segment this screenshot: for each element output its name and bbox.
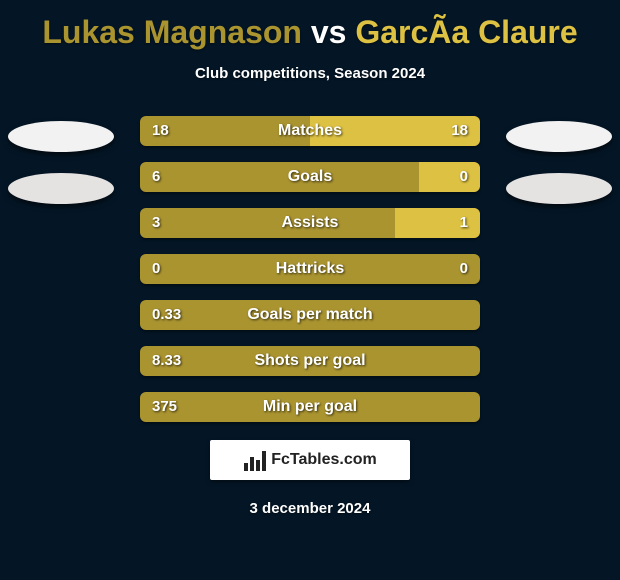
stat-label: Matches <box>140 116 480 146</box>
stat-value-right: 0 <box>460 254 468 284</box>
stat-label: Min per goal <box>140 392 480 422</box>
bars-icon <box>243 449 267 471</box>
subtitle: Club competitions, Season 2024 <box>0 65 620 82</box>
stat-value-right: 0 <box>460 162 468 192</box>
fctables-badge[interactable]: FcTables.com <box>210 440 410 480</box>
stat-value-right: 1 <box>460 208 468 238</box>
stat-label: Hattricks <box>140 254 480 284</box>
stat-label: Goals per match <box>140 300 480 330</box>
generated-date: 3 december 2024 <box>0 500 620 517</box>
stat-row: 3Assists1 <box>0 208 620 238</box>
stat-value-right: 18 <box>451 116 468 146</box>
stat-row: 0Hattricks0 <box>0 254 620 284</box>
player-left-name: Lukas Magnason <box>42 14 302 50</box>
stat-label: Goals <box>140 162 480 192</box>
stat-row: 375Min per goal <box>0 392 620 422</box>
stat-label: Assists <box>140 208 480 238</box>
comparison-title: Lukas Magnason vs GarcÃ­a Claure <box>0 0 620 51</box>
stat-label: Shots per goal <box>140 346 480 376</box>
vs-text: vs <box>311 14 347 50</box>
stat-row: 0.33Goals per match <box>0 300 620 330</box>
fctables-text: FcTables.com <box>271 451 377 469</box>
stat-row: 6Goals0 <box>0 162 620 192</box>
player-right-name: GarcÃ­a Claure <box>355 14 577 50</box>
stat-row: 18Matches18 <box>0 116 620 146</box>
stats-container: 18Matches186Goals03Assists10Hattricks00.… <box>0 116 620 422</box>
stat-row: 8.33Shots per goal <box>0 346 620 376</box>
